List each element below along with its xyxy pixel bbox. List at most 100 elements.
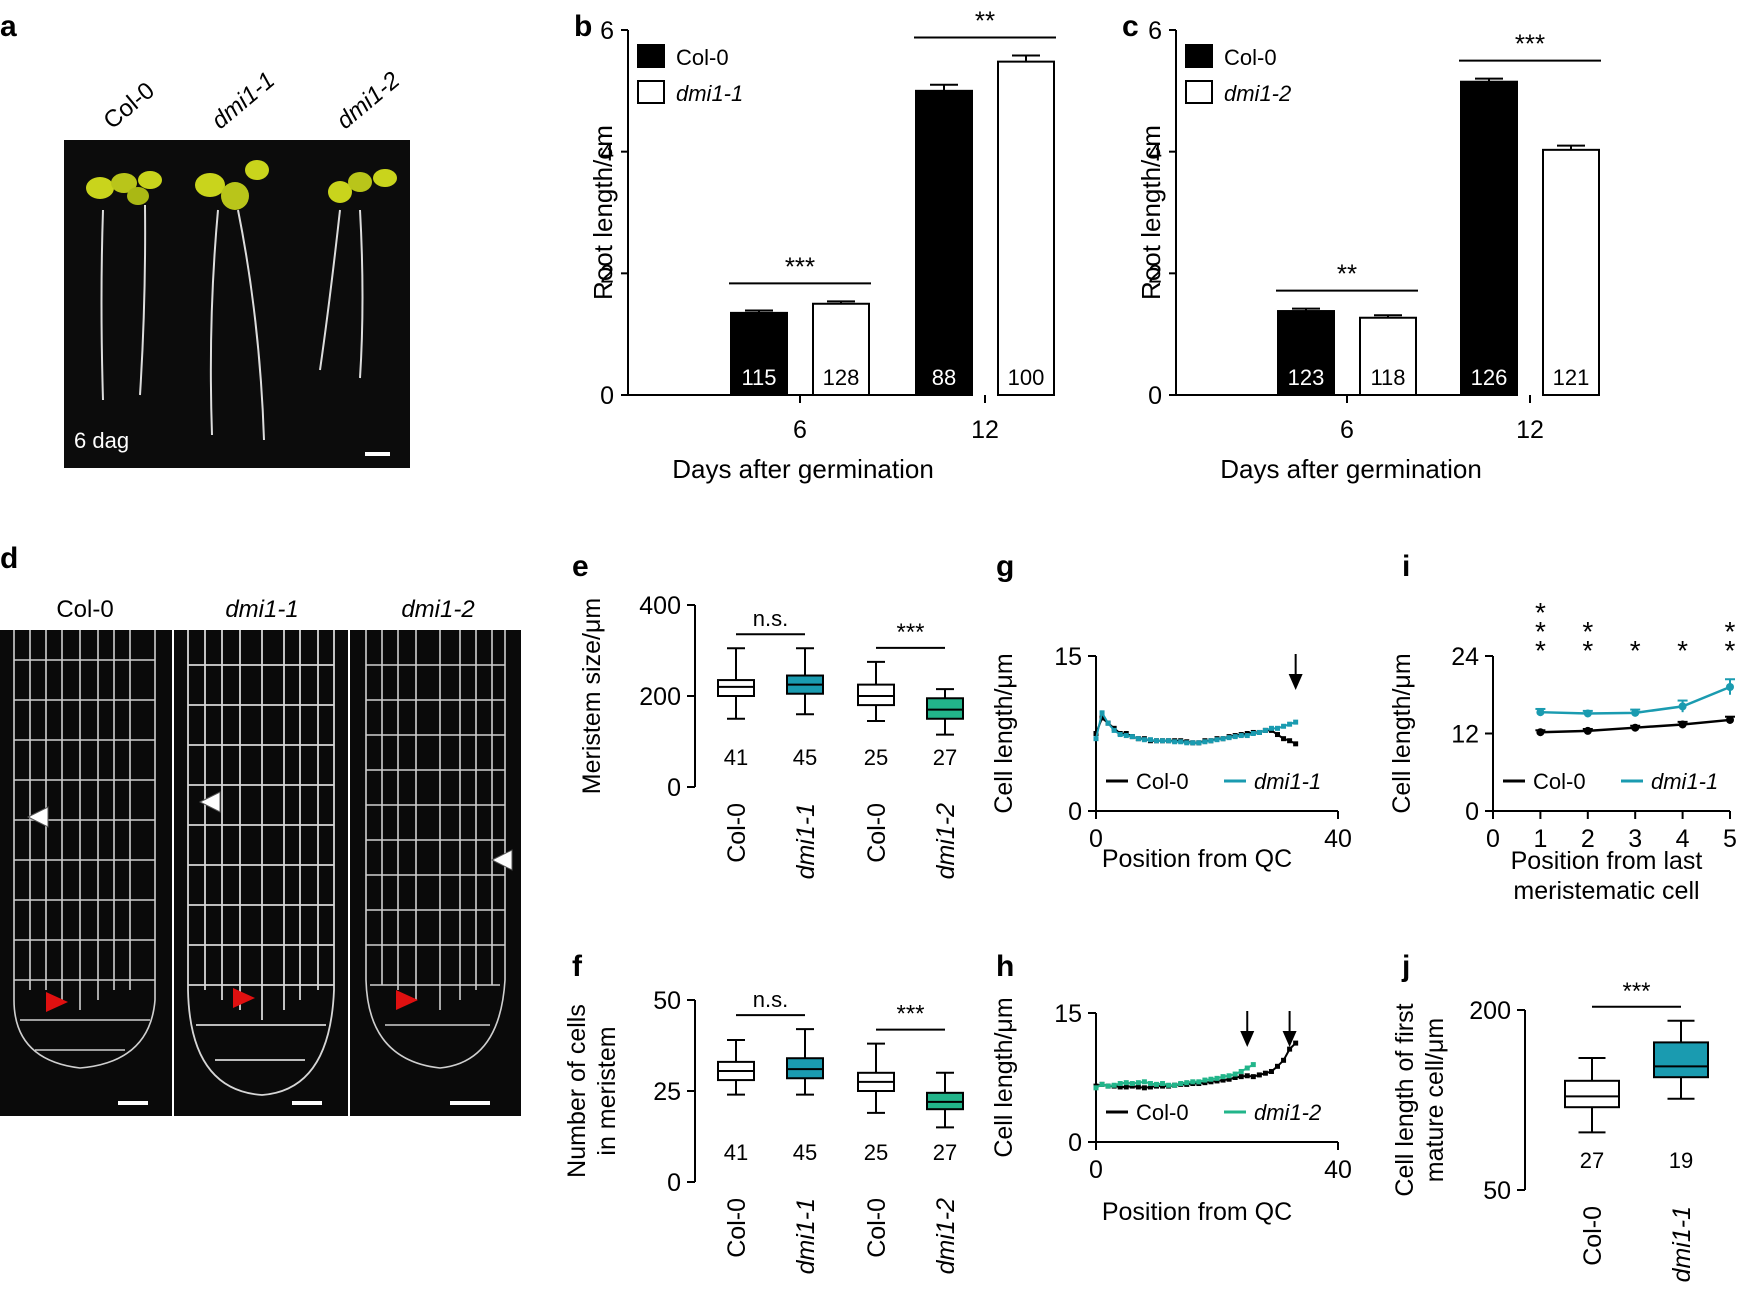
seedling-label-dmi1-2: dmi1-2 xyxy=(332,67,406,135)
x-tick-label: 12 xyxy=(1516,416,1544,444)
legend-label: Col-0 xyxy=(1224,45,1277,70)
data-point xyxy=(1256,1072,1262,1078)
panel-letter-i: i xyxy=(1402,550,1410,583)
legend-label: dmi1-1 xyxy=(1254,769,1321,794)
significance-star: * xyxy=(1630,635,1641,666)
x-axis-label: Position from QC xyxy=(1102,1198,1292,1226)
meristem-end-marker-dmi1-1 xyxy=(198,791,221,813)
y-tick-label: 2 xyxy=(600,260,614,288)
chart-g: g 0 15 0 40 Cell length/μm Position from QC Col… xyxy=(990,550,1352,873)
data-point xyxy=(1281,723,1287,729)
root-label-dmi1-1: dmi1-1 xyxy=(225,596,298,623)
bar-Col-0-6 xyxy=(730,311,788,396)
y-tick-label: 2 xyxy=(1148,260,1162,288)
x-tick-label: dmi1-1 xyxy=(792,1198,820,1274)
data-point xyxy=(1129,1083,1135,1089)
seedling-col0 xyxy=(86,171,162,401)
age-caption: 6 dag xyxy=(74,428,129,453)
significance-label: n.s. xyxy=(753,606,788,631)
legend-label: dmi1-2 xyxy=(1254,1100,1321,1125)
y-tick-label: 6 xyxy=(1148,17,1162,45)
data-point xyxy=(1256,729,1262,735)
data-point xyxy=(1141,1079,1147,1085)
data-point xyxy=(1135,1080,1141,1086)
panel-letter-j: j xyxy=(1401,950,1410,983)
data-point xyxy=(1536,728,1545,737)
significance-label: n.s. xyxy=(753,987,788,1012)
data-point xyxy=(1293,1040,1299,1046)
y-tick-label: 0 xyxy=(1068,798,1082,826)
data-point xyxy=(1287,738,1293,744)
bar-dmi1-2-12 xyxy=(1542,148,1600,396)
significance-label: ** xyxy=(975,6,995,36)
bar-Col-0-12 xyxy=(1460,80,1518,396)
x-axis-label-line2: meristematic cell xyxy=(1513,877,1699,905)
data-point xyxy=(1220,736,1226,742)
data-point xyxy=(1250,1062,1256,1068)
significance-label: *** xyxy=(896,619,924,646)
significance-star: * xyxy=(1582,635,1593,666)
chart-e: e 0 200 400 Meristem size/μm 41 Col-0 45 dmi1-1 2… xyxy=(572,550,964,879)
seedling-dmi1-2 xyxy=(319,169,397,379)
n-label: 123 xyxy=(1288,365,1325,390)
meristem-end-marker-dmi1-2 xyxy=(490,849,513,871)
data-point xyxy=(1226,1073,1232,1079)
y-tick-label: 0 xyxy=(600,382,614,410)
data-point xyxy=(1190,740,1196,746)
x-tick-label: Col-0 xyxy=(723,803,751,863)
data-point xyxy=(1250,1074,1256,1080)
data-point xyxy=(1135,1084,1141,1090)
y-tick-label: 6 xyxy=(600,17,614,45)
data-point xyxy=(1726,715,1734,724)
legend-label: Col-0 xyxy=(1136,1100,1189,1125)
data-point xyxy=(1220,1074,1226,1080)
data-point xyxy=(1093,736,1099,742)
y-axis-label: Cell length/μm xyxy=(990,997,1018,1157)
data-point xyxy=(1123,733,1129,739)
x-axis-label-line1: Position from last xyxy=(1511,847,1703,875)
significance-star: * xyxy=(1535,635,1546,666)
panel-letter-e: e xyxy=(572,550,589,583)
data-point xyxy=(1202,1077,1208,1083)
panel-letter-c: c xyxy=(1122,10,1139,43)
root-label-dmi1-2: dmi1-2 xyxy=(401,596,474,623)
data-point xyxy=(1141,1085,1147,1091)
significance-label: *** xyxy=(896,1001,924,1028)
data-point xyxy=(1287,721,1293,727)
data-point xyxy=(1287,1046,1293,1052)
y-tick-label: 200 xyxy=(639,683,681,711)
x-tick-label: 2 xyxy=(1581,825,1595,853)
data-point xyxy=(1129,1081,1135,1087)
x-tick-label: dmi1-1 xyxy=(792,803,820,879)
bar-Col-0-12 xyxy=(915,89,973,396)
data-point xyxy=(1244,733,1250,739)
data-point xyxy=(1262,727,1268,733)
data-point xyxy=(1268,725,1274,731)
series-line-dmi1-1 xyxy=(1095,710,1296,744)
y-axis-label: Root length/cm xyxy=(588,125,618,300)
data-point xyxy=(1268,1068,1274,1074)
data-point xyxy=(1178,1081,1184,1087)
panel-d: d Col-0 dmi1-1 dmi1-2 xyxy=(0,542,521,1116)
scale-bar-a xyxy=(365,452,390,456)
legend-swatch xyxy=(637,80,665,104)
data-point xyxy=(1275,1063,1280,1069)
significance-label: ** xyxy=(1337,259,1357,289)
x-tick-label: 3 xyxy=(1628,825,1642,853)
y-tick-label: 15 xyxy=(1054,1000,1082,1028)
panel-letter-f: f xyxy=(572,950,583,983)
root-col0 xyxy=(13,630,156,1069)
seedling-label-dmi1-1: dmi1-1 xyxy=(207,67,281,135)
y-axis-label-line2: in meristem xyxy=(593,1026,621,1155)
n-label: 45 xyxy=(793,745,817,770)
n-label: 88 xyxy=(932,365,956,390)
box-dmi1-1 xyxy=(1653,1041,1709,1079)
data-point xyxy=(1099,710,1105,716)
data-point xyxy=(1093,1085,1099,1091)
data-point xyxy=(1238,733,1244,739)
series-line-Col-0 xyxy=(1095,1042,1297,1089)
panel-letter-b: b xyxy=(574,10,592,43)
significance-star: * xyxy=(1582,616,1593,647)
x-tick-label: 40 xyxy=(1324,825,1352,853)
